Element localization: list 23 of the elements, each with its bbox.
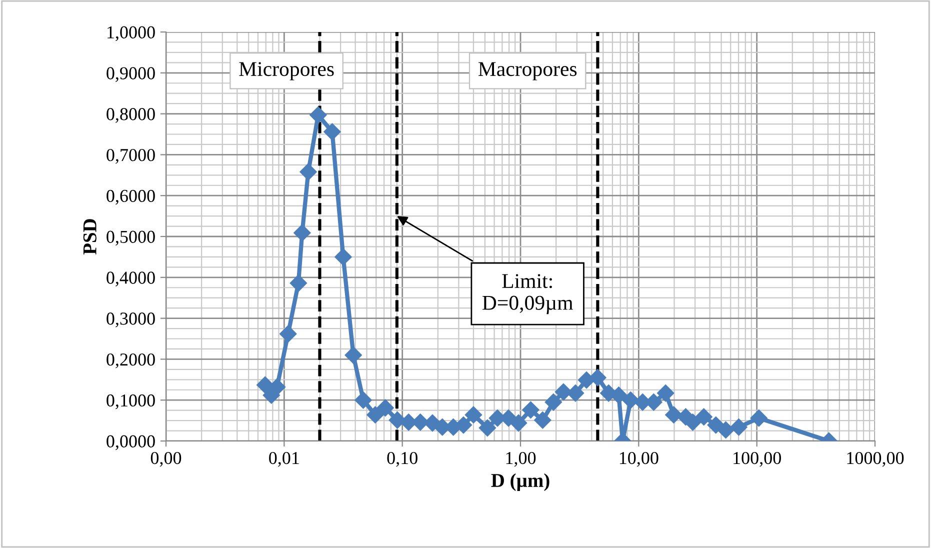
annotation: Micropores [239, 62, 334, 80]
annotation: Macropores [478, 62, 577, 80]
x-tick-label: 1,00 [506, 452, 536, 467]
y-axis-title: PSD [83, 219, 96, 255]
x-tick-label: 1000,00 [847, 452, 904, 467]
x-tick-label: 100,00 [734, 452, 781, 467]
y-tick-label: 0,5000 [106, 230, 155, 246]
y-tick-label: 0,6000 [106, 190, 155, 205]
y-tick-label: 0,0000 [106, 435, 155, 450]
y-tick-label: 1,0000 [108, 26, 155, 42]
x-tick-label: 0,10 [387, 452, 418, 467]
y-tick-label: 0,2000 [106, 353, 155, 368]
y-tick-label: 0,3000 [106, 312, 155, 328]
y-tick-label: 0,8000 [106, 108, 155, 123]
y-tick-label: 0,1000 [106, 394, 155, 410]
y-tick-label: 0,4000 [106, 272, 155, 286]
x-tick-label: 10,00 [620, 452, 658, 467]
annotation: Limit: D=0,09µm [482, 274, 573, 314]
y-tick-label: 0,9000 [106, 67, 155, 82]
x-tick-label: 0,01 [269, 452, 299, 467]
x-tick-label: 0,00 [150, 452, 182, 467]
y-tick-label: 0,7000 [106, 148, 155, 164]
x-axis-title: D (µm) [491, 473, 550, 491]
